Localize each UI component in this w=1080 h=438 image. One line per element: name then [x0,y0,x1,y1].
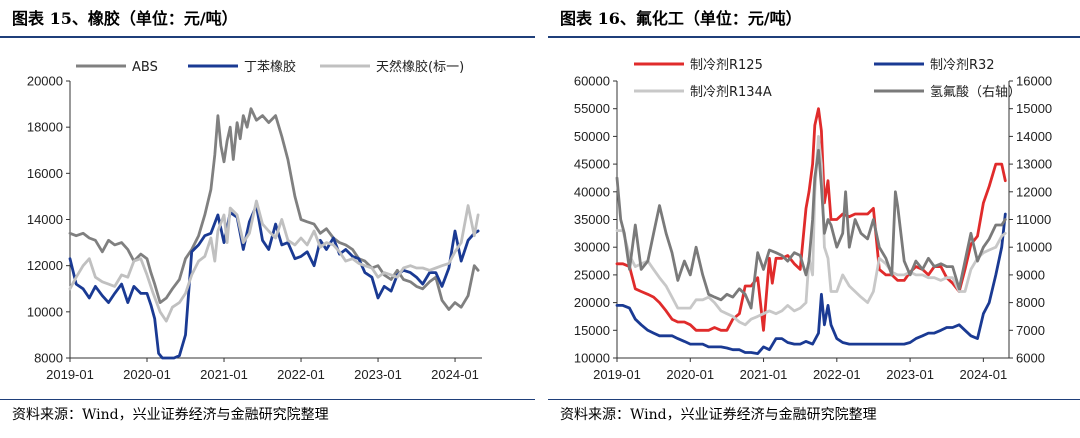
y-tick-label: 25000 [574,267,610,282]
x-tick-label: 2023-01 [354,367,402,382]
chart-title-rubber: 图表 15、橡胶（单位：元/吨） [12,9,238,28]
series-line-0 [615,107,1007,332]
y-tick-label: 10000 [27,304,63,319]
legend-label: ABS [132,60,158,75]
x-tick-label: 2022-01 [813,367,861,382]
chart-title-fluorochem: 图表 16、氟化工（单位：元/吨） [560,9,802,28]
y-tick-label: 8000 [34,351,63,366]
y-tick-label: 40000 [574,184,610,199]
rubber-line-chart: 8000 10000 12000 14000 16000 18000 20000 2019-0… [27,59,482,382]
x-tick-label: 2019-01 [593,367,641,382]
legend-label: 氢氟酸（右轴） [930,85,1021,100]
y2-tick-label: 10000 [1016,240,1052,255]
x-tick-label: 2020-01 [123,367,171,382]
legend-label: 丁苯橡胶 [244,59,296,75]
series-line-1 [615,212,1007,356]
panel-rubber: 图表 15、橡胶（单位：元/吨） 8000 10000 12000 14000 1600… [0,0,535,438]
y-tick-label: 45000 [574,157,610,172]
y2-tick-label: 6000 [1016,351,1045,366]
y-tick-label: 10000 [574,351,610,366]
x-tick-label: 2019-01 [46,367,94,382]
source-note-fluorochem: 资料来源：Wind，兴业证券经济与金融研究院整理 [560,407,877,423]
x-tick-label: 2023-01 [886,367,934,382]
legend-label: 制冷剂R32 [930,58,995,73]
footer-divider [0,399,535,400]
title-divider [548,36,1080,38]
y2-tick-label: 8000 [1016,295,1045,310]
y-tick-label: 20000 [574,295,610,310]
y-tick-label: 30000 [574,240,610,255]
title-divider [0,36,535,38]
legend-label: 制冷剂R134A [690,85,772,100]
y-tick-label: 16000 [27,166,63,181]
y2-tick-label: 12000 [1016,184,1052,199]
x-tick-label: 2024-01 [431,367,479,382]
footer-divider [548,399,1080,400]
y2-tick-label: 9000 [1016,267,1045,282]
y2-tick-label: 14000 [1016,129,1052,144]
x-tick-label: 2022-01 [277,367,325,382]
y-tick-label: 18000 [27,120,63,135]
panel-fluorochem: 图表 16、氟化工（单位：元/吨） 10000 15000 20000 25000 30… [548,0,1080,438]
y2-tick-label: 16000 [1016,74,1052,89]
y-tick-label: 12000 [27,258,63,273]
y2-tick-label: 11000 [1016,212,1051,227]
x-tick-label: 2024-01 [959,367,1007,382]
legend-label: 制冷剂R125 [690,58,763,73]
series-line-3 [615,148,1007,310]
x-tick-label: 2020-01 [666,367,714,382]
y2-tick-label: 7000 [1016,323,1045,338]
y-tick-label: 60000 [574,74,610,89]
legend-label: 天然橡胶(标一) [376,59,464,75]
y-tick-label: 50000 [574,129,610,144]
y-tick-label: 15000 [574,323,610,338]
series-line-1 [68,204,480,360]
y-tick-label: 35000 [574,212,610,227]
x-tick-label: 2021-01 [200,367,248,382]
fluorochem-line-chart: 10000 15000 20000 25000 30000 35000 40000 45000… [574,58,1052,382]
y2-tick-label: 13000 [1016,157,1052,172]
y-tick-label: 14000 [27,212,63,227]
series-line-0 [68,107,480,311]
series-line-2 [68,199,480,323]
y-tick-label: 20000 [27,74,63,89]
y2-tick-label: 15000 [1016,101,1052,116]
source-note-rubber: 资料来源：Wind，兴业证券经济与金融研究院整理 [12,407,329,423]
y-tick-label: 55000 [574,101,610,116]
x-tick-label: 2021-01 [740,367,788,382]
